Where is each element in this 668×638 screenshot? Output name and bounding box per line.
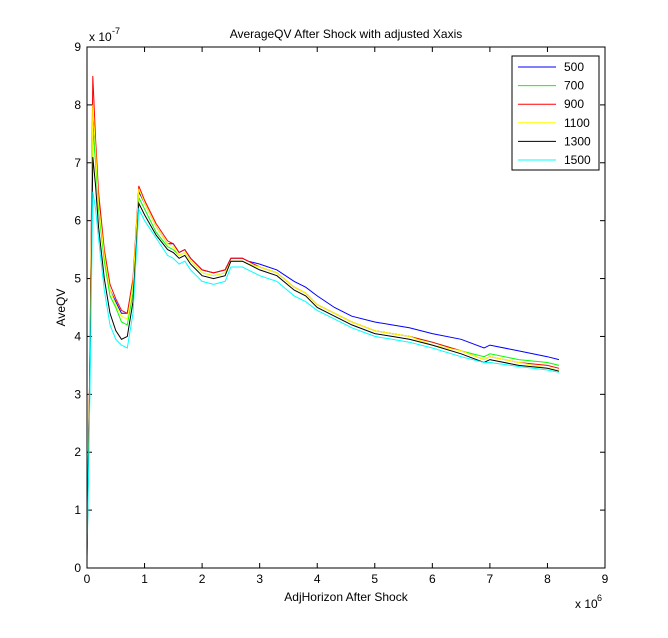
legend-label-500: 500 — [564, 60, 584, 74]
y-tick-label: 1 — [74, 503, 81, 517]
series-line-1100 — [86, 104, 560, 551]
legend-items: 500 700 900 1100 1300 1500 — [518, 60, 591, 167]
x-tick-label: 3 — [256, 572, 263, 586]
x-tick-label: 4 — [314, 572, 321, 586]
legend-label-1500: 1500 — [564, 153, 591, 167]
x-tick-label: 0 — [84, 572, 91, 586]
y-multiplier-base: x 10 — [89, 30, 112, 44]
series-lines — [86, 75, 560, 563]
y-multiplier-exponent: -7 — [112, 26, 120, 36]
y-tick-label: 6 — [74, 214, 81, 228]
x-tick-label: 8 — [544, 572, 551, 586]
x-tick-label: 6 — [429, 572, 436, 586]
axes-box — [86, 46, 606, 569]
x-multiplier-base: x 10 — [575, 597, 598, 611]
y-axis-label: AveQV — [54, 289, 68, 327]
series-line-1500 — [86, 191, 560, 563]
y-tick-label: 4 — [74, 329, 81, 343]
y-tick-label: 0 — [74, 561, 81, 575]
legend-label-1100: 1100 — [564, 116, 590, 130]
series-line-1300 — [86, 156, 560, 557]
x-tick-label: 2 — [199, 572, 206, 586]
x-tick-label: 1 — [141, 572, 148, 586]
legend-label-1300: 1300 — [564, 134, 591, 148]
x-multiplier-exponent: 6 — [597, 593, 602, 603]
x-tick-label: 7 — [487, 572, 494, 586]
legend: 500 700 900 1100 1300 1500 — [511, 55, 600, 171]
x-tick-label: 9 — [602, 572, 609, 586]
chart-title: AverageQV After Shock with adjusted Xaxi… — [230, 27, 463, 41]
y-tick-label: 2 — [74, 445, 81, 459]
y-multiplier: x 10 -7 — [89, 26, 120, 44]
y-tick-label: 9 — [74, 40, 81, 54]
legend-box — [511, 55, 600, 171]
x-tick-label: 5 — [371, 572, 378, 586]
legend-label-900: 900 — [564, 97, 584, 111]
y-tick-label: 8 — [74, 98, 81, 112]
y-tick-label: 7 — [74, 156, 81, 170]
y-tick-label: 5 — [74, 272, 81, 286]
y-tick-label: 3 — [74, 387, 81, 401]
x-multiplier: x 10 6 — [575, 593, 602, 611]
x-axis-label: AdjHorizon After Shock — [284, 590, 408, 604]
legend-label-700: 700 — [564, 79, 584, 93]
x-axis-ticks: 0 1 2 3 4 5 6 7 8 9 — [84, 47, 609, 586]
